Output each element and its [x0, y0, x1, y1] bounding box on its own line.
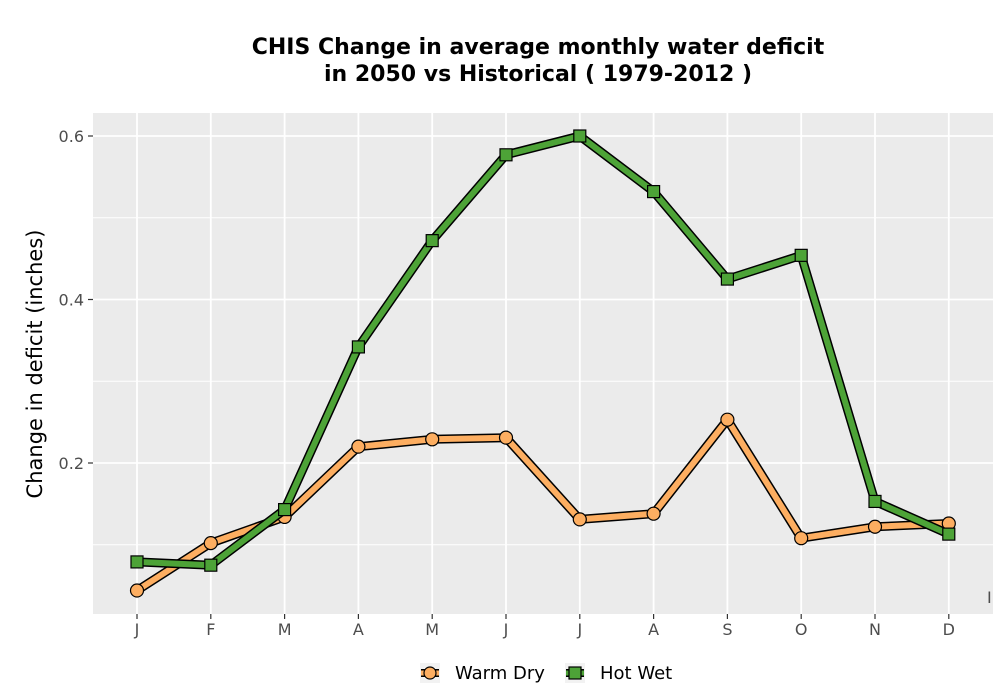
legend-marker — [423, 666, 437, 680]
legend-item: Hot Wet — [565, 663, 672, 684]
x-tick-label: N — [869, 620, 881, 639]
x-tick-label: F — [206, 620, 215, 639]
data-point — [646, 184, 661, 199]
data-point — [351, 340, 365, 354]
stray-label: I — [987, 588, 992, 607]
data-point — [646, 506, 661, 521]
data-point — [942, 527, 956, 541]
data-point — [425, 234, 439, 248]
x-tick-label: J — [503, 620, 509, 639]
data-point — [720, 412, 735, 427]
x-tick-label: S — [722, 620, 732, 639]
x-tick-label: A — [648, 620, 659, 639]
data-point — [867, 519, 883, 534]
data-point — [203, 536, 218, 551]
x-tick-label: J — [576, 620, 582, 639]
series-layer — [129, 129, 956, 598]
legend-label: Warm Dry — [455, 663, 545, 684]
data-point — [351, 439, 366, 454]
x-tick-label: M — [278, 620, 292, 639]
data-point — [130, 555, 144, 569]
data-point — [499, 148, 513, 162]
x-tick-label: A — [353, 620, 364, 639]
data-point — [794, 531, 809, 546]
x-tick-label: O — [795, 620, 808, 639]
y-tick-label: 0.6 — [59, 127, 84, 146]
x-tick-label: M — [425, 620, 439, 639]
legend-item: Warm Dry — [420, 663, 545, 684]
y-tick-label: 0.2 — [59, 454, 84, 473]
chart-title-line-2: in 2050 vs Historical ( 1979-2012 ) — [324, 62, 752, 87]
data-point — [129, 583, 145, 598]
y-tick-label: 0.4 — [59, 291, 84, 310]
chart-title-line-1: CHIS Change in average monthly water def… — [252, 35, 825, 60]
legend-marker — [568, 666, 582, 680]
data-point — [204, 558, 218, 572]
data-point — [868, 494, 882, 509]
series-line — [134, 133, 952, 569]
grid — [93, 113, 993, 614]
legend: Warm Dry Hot Wet — [420, 663, 672, 684]
data-point — [572, 512, 587, 527]
data-point — [573, 129, 587, 143]
x-tick-label: D — [943, 620, 955, 639]
data-point — [278, 502, 292, 517]
data-point — [794, 248, 808, 262]
x-tick-label: J — [134, 620, 140, 639]
legend-label: Hot Wet — [600, 663, 672, 684]
data-point — [720, 272, 735, 286]
axes: 0.2 0.4 0.6 J F M A M J J A S O N D — [59, 127, 955, 639]
data-point — [425, 432, 440, 447]
data-point — [498, 430, 514, 445]
series-2 — [130, 129, 956, 572]
y-axis-title: Change in deficit (inches) — [23, 230, 47, 499]
